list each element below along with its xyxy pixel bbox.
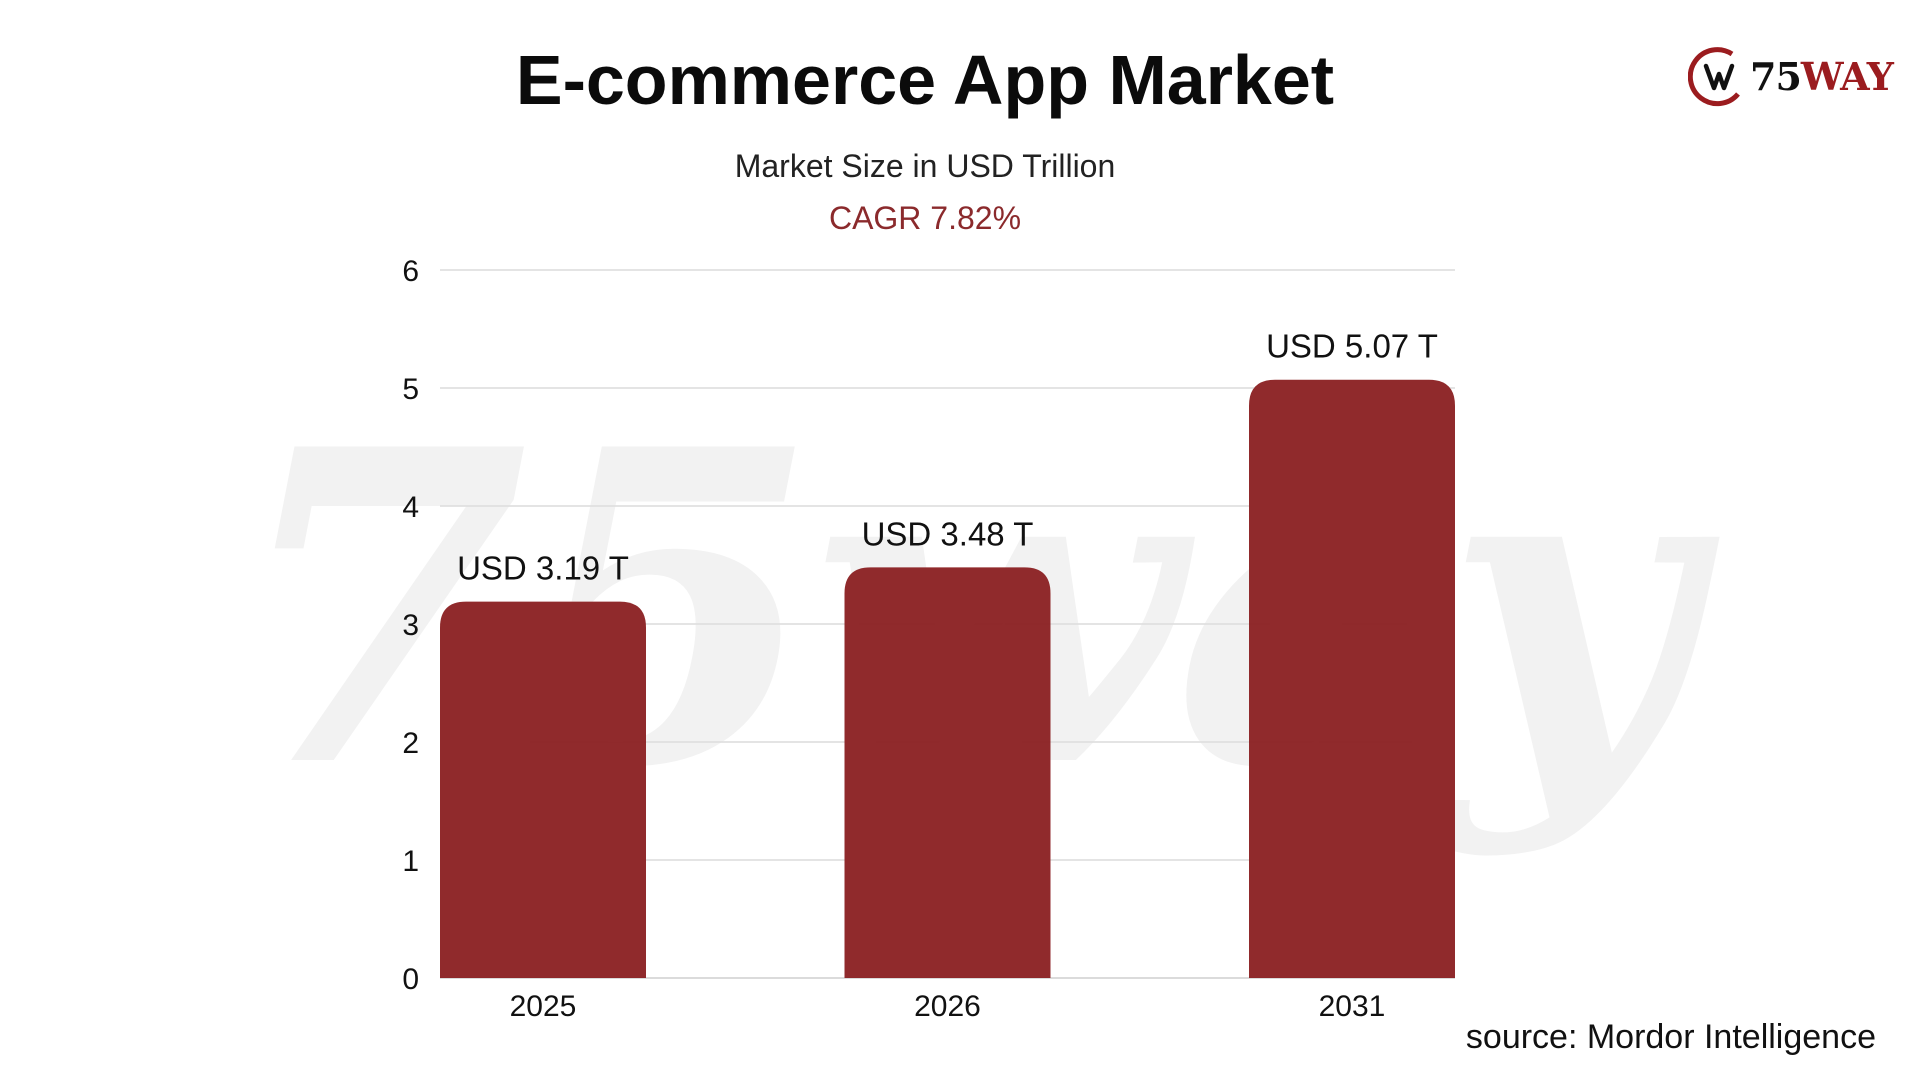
y-tick-label: 1 [402,845,419,878]
bar-2025 [440,601,646,978]
data-label: USD 5.07 T [1266,328,1438,365]
bar-2026 [844,567,1051,978]
y-tick-label: 6 [402,255,419,288]
x-tick-label: 2031 [1319,990,1386,1023]
x-tick-label: 2025 [510,990,577,1023]
cagr-label: CAGR 7.82% [828,200,1022,236]
x-tick-label: 2026 [914,990,981,1023]
crescent-w-icon [1688,47,1740,107]
chart-title: E-commerce App Market [515,41,1335,119]
brand-logo-word: WAY [1800,54,1894,99]
y-tick-label: 4 [402,491,419,524]
source-note: source: Mordor Intelligence [1465,1018,1876,1056]
y-tick-label: 2 [402,727,419,760]
bar-2031 [1249,379,1455,978]
brand-logo-text: 75WAY [1750,54,1894,99]
chart-subtitle: Market Size in USD Trillion [734,148,1116,184]
data-label: USD 3.19 T [457,550,629,587]
y-tick-label: 5 [402,373,419,406]
data-label: USD 3.48 T [862,515,1034,552]
y-tick-label: 0 [402,963,419,996]
brand-logo-number: 75 [1750,54,1802,99]
y-tick-label: 3 [402,609,419,642]
brand-logo: 75WAY [1688,42,1894,112]
